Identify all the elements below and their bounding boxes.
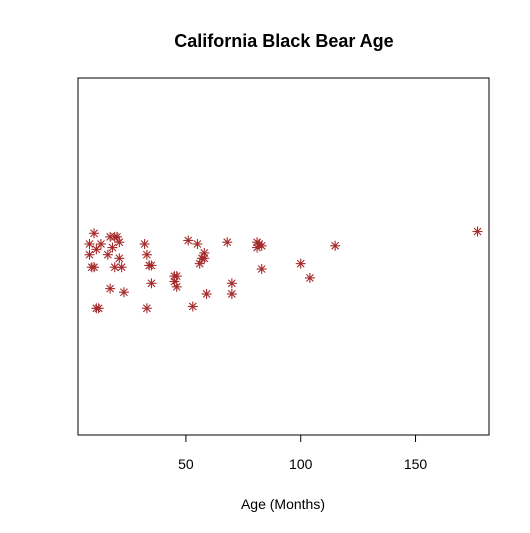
data-point — [295, 258, 306, 269]
data-point — [118, 287, 129, 298]
data-point — [141, 249, 152, 260]
data-point — [226, 278, 237, 289]
data-point — [256, 240, 267, 251]
data-point — [84, 249, 95, 260]
data-point — [93, 303, 104, 314]
data-points — [84, 226, 483, 314]
data-point — [141, 303, 152, 314]
data-point — [116, 262, 127, 273]
x-tick-label: 150 — [404, 456, 428, 472]
data-point — [330, 240, 341, 251]
data-point — [89, 262, 100, 273]
data-point — [192, 239, 203, 250]
data-point — [139, 239, 150, 250]
data-point — [222, 237, 233, 248]
data-point — [146, 260, 157, 271]
data-point — [107, 242, 118, 253]
data-point — [256, 263, 267, 274]
data-point — [114, 253, 125, 264]
plot-frame — [77, 77, 490, 436]
data-point — [105, 283, 116, 294]
x-axis-label: Age (Months) — [241, 496, 325, 512]
data-point — [102, 249, 113, 260]
data-point — [187, 301, 198, 312]
data-point — [472, 226, 483, 237]
data-point — [226, 288, 237, 299]
chart-title: California Black Bear Age — [174, 31, 393, 51]
data-point — [171, 281, 182, 292]
data-point — [199, 253, 210, 264]
data-point — [201, 288, 212, 299]
data-point — [171, 271, 182, 282]
data-point — [114, 237, 125, 248]
data-point — [183, 235, 194, 246]
x-tick-label: 50 — [178, 456, 194, 472]
x-tick-label: 100 — [289, 456, 313, 472]
data-point — [304, 272, 315, 283]
x-axis: 50 100 150 — [178, 435, 427, 472]
data-point — [146, 278, 157, 289]
data-point — [89, 228, 100, 239]
data-point — [84, 239, 95, 250]
data-point — [95, 239, 106, 250]
